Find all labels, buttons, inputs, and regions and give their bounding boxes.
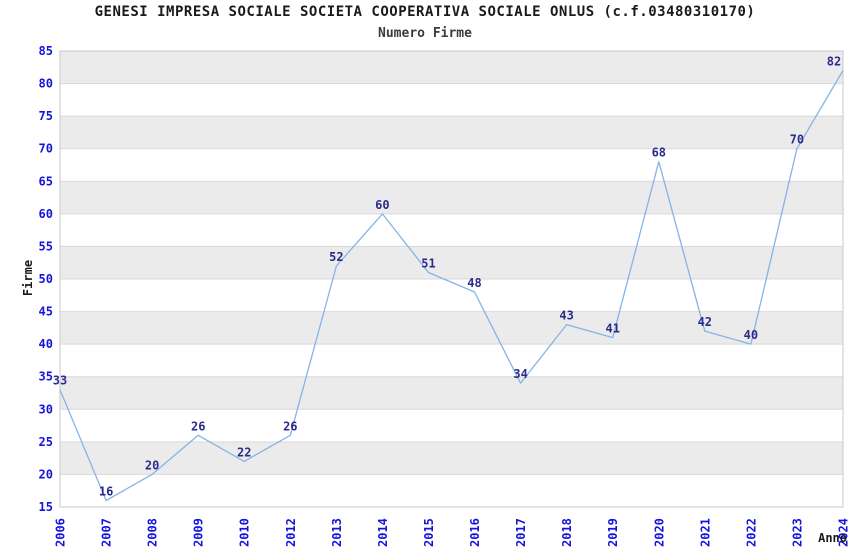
data-point-label: 70 <box>790 133 804 147</box>
x-axis-tick-label: 2024 <box>837 518 850 547</box>
plot-band <box>60 409 843 442</box>
chart-title: GENESI IMPRESA SOCIALE SOCIETA COOPERATI… <box>94 4 756 20</box>
data-point-label: 60 <box>375 198 389 212</box>
plot-band <box>60 83 843 117</box>
x-axis-tick-label: 2012 <box>284 518 298 547</box>
data-point-label: 20 <box>145 458 159 472</box>
y-axis-tick-label: 45 <box>39 305 53 319</box>
data-point-label: 26 <box>191 419 205 433</box>
x-axis-tick-label: 2021 <box>698 518 712 547</box>
plot-band <box>60 376 843 410</box>
y-axis-tick-label: 80 <box>39 77 53 91</box>
x-axis-tick-label: 2008 <box>146 518 160 547</box>
x-axis-tick-label: 2015 <box>422 518 436 547</box>
x-axis-tick-label: 2014 <box>376 518 390 547</box>
data-point-label: 34 <box>513 367 527 381</box>
data-point-label: 82 <box>827 55 841 69</box>
y-axis-tick-label: 55 <box>39 239 53 253</box>
plot-band <box>60 148 843 182</box>
data-point-label: 52 <box>329 250 343 264</box>
y-axis-tick-label: 30 <box>39 402 53 416</box>
x-axis-tick-label: 2006 <box>54 518 68 547</box>
plot-band <box>60 474 843 507</box>
y-axis-tick-label: 25 <box>39 435 53 449</box>
data-point-label: 22 <box>237 445 251 459</box>
y-axis-tick-label: 65 <box>39 174 53 188</box>
y-axis-tick-label: 60 <box>39 207 53 221</box>
plot-band <box>60 51 843 84</box>
y-axis-tick-label: 75 <box>39 109 53 123</box>
y-axis-tick-label: 35 <box>39 370 53 384</box>
data-point-label: 51 <box>421 257 435 271</box>
x-axis-tick-label: 2007 <box>100 518 114 547</box>
plot-band <box>60 181 843 214</box>
data-point-label: 16 <box>99 485 113 499</box>
x-axis-tick-label: 2017 <box>514 518 528 547</box>
y-axis-tick-label: 15 <box>39 500 53 514</box>
x-axis-tick-label: 2009 <box>192 518 206 547</box>
x-axis-tick-label: 2013 <box>330 518 344 547</box>
plot-band <box>60 344 843 377</box>
plot-band <box>60 246 843 279</box>
plot-band <box>60 279 843 312</box>
x-axis-tick-label: 2010 <box>238 518 252 547</box>
plot-band <box>60 116 843 149</box>
y-axis-tick-label: 70 <box>39 142 53 156</box>
data-point-label: 41 <box>605 322 619 336</box>
data-line <box>59 70 844 502</box>
chart-subtitle: Numero Firme <box>378 26 472 41</box>
x-axis-tick-label: 2020 <box>652 518 666 547</box>
plot-band <box>60 213 843 247</box>
data-point-label: 43 <box>559 309 573 323</box>
data-point-label: 42 <box>698 315 712 329</box>
data-point-label: 33 <box>53 374 67 388</box>
plot-band <box>60 311 843 345</box>
data-point-label: 68 <box>652 146 666 160</box>
data-point-label: 26 <box>283 419 297 433</box>
data-point-label: 40 <box>744 328 758 342</box>
x-axis-title: Anno <box>818 531 847 545</box>
data-point-label: 48 <box>467 276 481 290</box>
x-axis-tick-label: 2018 <box>560 518 574 547</box>
y-axis-tick-label: 85 <box>39 44 53 58</box>
y-axis-tick-label: 50 <box>39 272 53 286</box>
plot-band <box>60 441 843 475</box>
y-axis-tick-label: 20 <box>39 467 53 481</box>
x-axis-tick-label: 2016 <box>468 518 482 547</box>
x-axis-tick-label: 2019 <box>606 518 620 547</box>
x-axis-tick-label: 2023 <box>790 518 804 547</box>
y-axis-tick-label: 40 <box>39 337 53 351</box>
x-axis-tick-label: 2022 <box>744 518 758 547</box>
plot-border <box>59 50 844 508</box>
